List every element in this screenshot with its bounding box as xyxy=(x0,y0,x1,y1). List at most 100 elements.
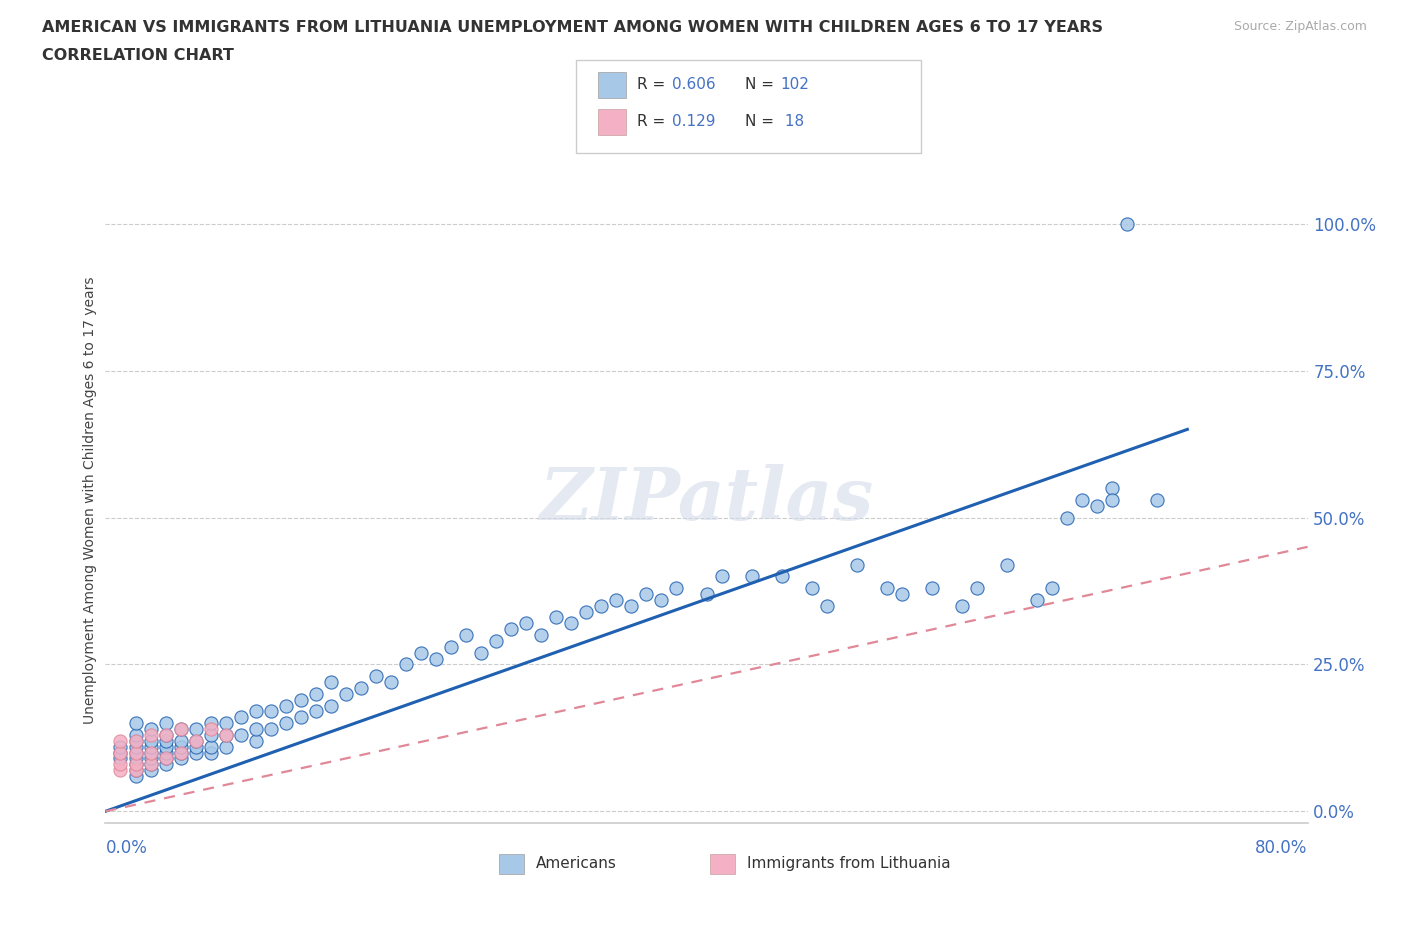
Point xyxy=(1040,580,1063,595)
Point xyxy=(200,727,222,742)
Point xyxy=(110,745,132,760)
Point xyxy=(335,686,357,701)
Point xyxy=(169,751,191,766)
Point xyxy=(169,739,191,754)
Point xyxy=(620,598,643,613)
Point xyxy=(696,587,718,602)
Text: R =: R = xyxy=(637,77,671,92)
Point xyxy=(124,757,146,772)
Point xyxy=(575,604,598,619)
Point xyxy=(409,645,432,660)
Point xyxy=(560,616,582,631)
Point xyxy=(139,763,162,777)
Text: CORRELATION CHART: CORRELATION CHART xyxy=(42,48,233,63)
Point xyxy=(546,610,568,625)
Point xyxy=(155,751,177,766)
Text: 102: 102 xyxy=(780,77,810,92)
Text: Americans: Americans xyxy=(536,857,617,871)
Point xyxy=(200,722,222,737)
Point xyxy=(665,580,688,595)
Point xyxy=(380,674,402,689)
Point xyxy=(169,745,191,760)
Point xyxy=(425,651,447,666)
Point xyxy=(139,739,162,754)
Point xyxy=(1101,493,1123,508)
Point xyxy=(591,598,613,613)
Point xyxy=(395,657,418,671)
Point xyxy=(124,745,146,760)
Point xyxy=(139,751,162,766)
Point xyxy=(1085,498,1108,513)
Point xyxy=(245,734,267,749)
Point xyxy=(470,645,492,660)
Point xyxy=(319,698,342,713)
Point xyxy=(800,580,823,595)
Point xyxy=(305,686,328,701)
Point xyxy=(184,739,207,754)
Point xyxy=(139,745,162,760)
Point xyxy=(139,734,162,749)
Text: ZIPatlas: ZIPatlas xyxy=(540,464,873,536)
Point xyxy=(1101,481,1123,496)
Point xyxy=(440,639,463,654)
Point xyxy=(290,710,312,724)
Point xyxy=(515,616,537,631)
Point xyxy=(350,681,373,696)
Point xyxy=(110,763,132,777)
Point xyxy=(305,704,328,719)
Point xyxy=(214,727,236,742)
Point xyxy=(530,628,553,643)
Point xyxy=(155,727,177,742)
Point xyxy=(155,727,177,742)
Point xyxy=(1026,592,1049,607)
Point xyxy=(501,622,523,637)
Point xyxy=(1071,493,1094,508)
Point xyxy=(1056,510,1078,525)
Point xyxy=(139,757,162,772)
Point xyxy=(229,727,252,742)
Point xyxy=(124,751,146,766)
Point xyxy=(169,722,191,737)
Point xyxy=(110,739,132,754)
Point xyxy=(245,722,267,737)
Point xyxy=(710,569,733,584)
Point xyxy=(124,716,146,731)
Point xyxy=(650,592,672,607)
Point xyxy=(184,734,207,749)
Text: N =: N = xyxy=(745,114,779,129)
Point xyxy=(155,751,177,766)
Point xyxy=(124,763,146,777)
Text: N =: N = xyxy=(745,77,779,92)
Point xyxy=(169,745,191,760)
Text: R =: R = xyxy=(637,114,671,129)
Point xyxy=(110,745,132,760)
Point xyxy=(290,692,312,707)
Point xyxy=(124,739,146,754)
Point xyxy=(184,722,207,737)
Point xyxy=(184,734,207,749)
Point xyxy=(214,739,236,754)
Point xyxy=(139,727,162,742)
Point xyxy=(110,751,132,766)
Point xyxy=(770,569,793,584)
Text: 18: 18 xyxy=(780,114,804,129)
Point xyxy=(169,734,191,749)
Point xyxy=(245,704,267,719)
Point xyxy=(124,757,146,772)
Point xyxy=(139,757,162,772)
Point xyxy=(274,698,297,713)
Point xyxy=(995,557,1018,572)
Point xyxy=(876,580,898,595)
Point xyxy=(200,745,222,760)
Text: Immigrants from Lithuania: Immigrants from Lithuania xyxy=(747,857,950,871)
Text: 0.0%: 0.0% xyxy=(105,839,148,857)
Point xyxy=(1116,217,1139,232)
Point xyxy=(139,745,162,760)
Point xyxy=(636,587,658,602)
Point xyxy=(139,722,162,737)
Point xyxy=(260,704,283,719)
Point xyxy=(200,739,222,754)
Point xyxy=(155,745,177,760)
Point xyxy=(454,628,477,643)
Point xyxy=(921,580,943,595)
